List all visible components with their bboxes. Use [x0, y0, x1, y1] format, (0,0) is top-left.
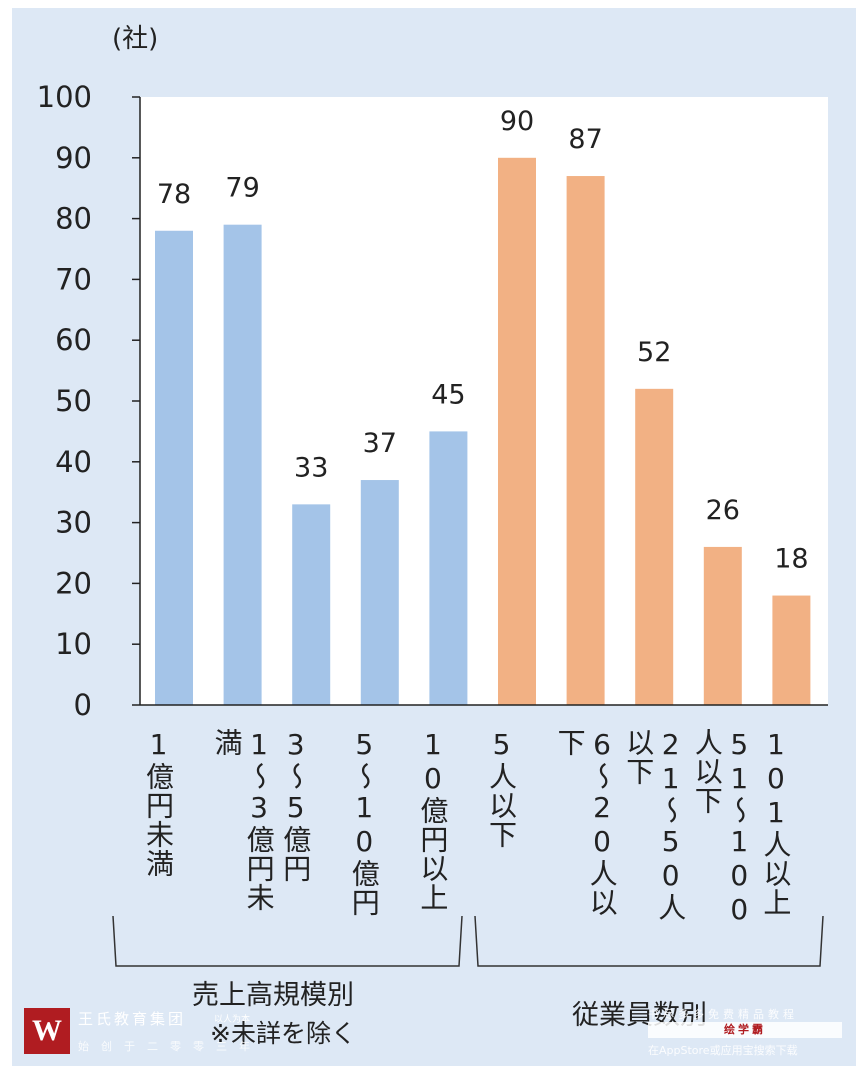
group-label-sales: 売上高規模別 — [192, 980, 354, 1011]
bar-5 — [429, 431, 468, 705]
bar-3 — [292, 504, 331, 705]
x-category-label-8: 21～50​人以下 — [622, 728, 688, 922]
group-bracket-employees — [474, 915, 824, 967]
y-tick-label: 100 — [37, 80, 92, 114]
y-tick-label: 20 — [55, 566, 92, 600]
bar-9 — [703, 546, 742, 705]
data-label-5: 45 — [431, 379, 465, 410]
y-tick-label: 40 — [55, 445, 92, 479]
x-category-label-9: 51～100​人以下 — [690, 728, 756, 927]
x-category-label-4: 5～10​億円 — [347, 728, 381, 917]
y-unit-label: (社) — [112, 24, 158, 54]
x-category-label-6: 5​人以下 — [485, 728, 518, 849]
x-category-label-5: 10​億円以上 — [416, 728, 450, 912]
watermark-right-line3: 在AppStore或应用宝搜索下载 — [648, 1044, 798, 1057]
bar-4 — [360, 480, 399, 705]
y-tick-label: 80 — [55, 202, 92, 236]
watermark-right-line2: 绘学霸 — [648, 1022, 842, 1038]
y-tick-label: 90 — [55, 141, 92, 175]
watermark-right: 书尽多多免费精品教程 绘学霸 在AppStore或应用宝搜索下载 — [648, 1006, 844, 1058]
y-tick-label: 50 — [55, 384, 92, 418]
x-category-label-3: 3～5​億円 — [279, 728, 313, 883]
x-category-label-7: 6～20​人以下 — [553, 728, 619, 917]
bar-1 — [155, 230, 193, 705]
watermark-right-line1: 书尽多多免费精品教程 — [648, 1008, 798, 1021]
y-tick-label: 60 — [55, 323, 92, 357]
y-tick-label: 10 — [55, 627, 92, 661]
chart-panel: 78 79 33 37 45 90 87 52 26 18 0 10 20 30 40 50 60 70 80 90… — [12, 8, 856, 1066]
watermark-motto: 以人为本 — [214, 1015, 251, 1025]
watermark-subtitle: 始创于二零零三年 — [78, 1040, 262, 1053]
x-category-label-2: 1～3​億円未満 — [210, 728, 276, 912]
note-excluding-unknown: ※未詳を除く — [210, 1019, 356, 1048]
data-label-1: 78 — [157, 179, 191, 210]
data-label-6: 90 — [500, 106, 534, 137]
watermark-logo: W — [24, 1008, 70, 1054]
bar-2 — [223, 224, 262, 705]
group-bracket-sales — [112, 915, 463, 967]
bar-7 — [566, 176, 605, 706]
watermark-name: 王氏教育集团 — [78, 1010, 187, 1028]
bar-6 — [498, 157, 536, 706]
x-category-label-10: 101​人以上 — [759, 728, 793, 917]
data-label-4: 37 — [363, 428, 397, 459]
bar-10 — [772, 595, 811, 705]
y-tick-label: 0 — [74, 688, 92, 722]
data-label-9: 26 — [706, 495, 740, 526]
y-tick-label: 30 — [55, 506, 92, 540]
data-label-7: 87 — [568, 124, 602, 155]
bar-chart: 78 79 33 37 45 90 87 52 26 18 0 10 20 30 40 50 60 70 80 90… — [37, 24, 828, 967]
x-category-label-1: 1​億円未満 — [142, 728, 175, 878]
data-label-2: 79 — [225, 173, 259, 204]
y-tick-label: 70 — [55, 262, 92, 296]
data-label-8: 52 — [637, 337, 671, 368]
data-label-3: 33 — [294, 452, 328, 483]
bar-8 — [635, 388, 674, 705]
data-label-10: 18 — [774, 544, 808, 575]
